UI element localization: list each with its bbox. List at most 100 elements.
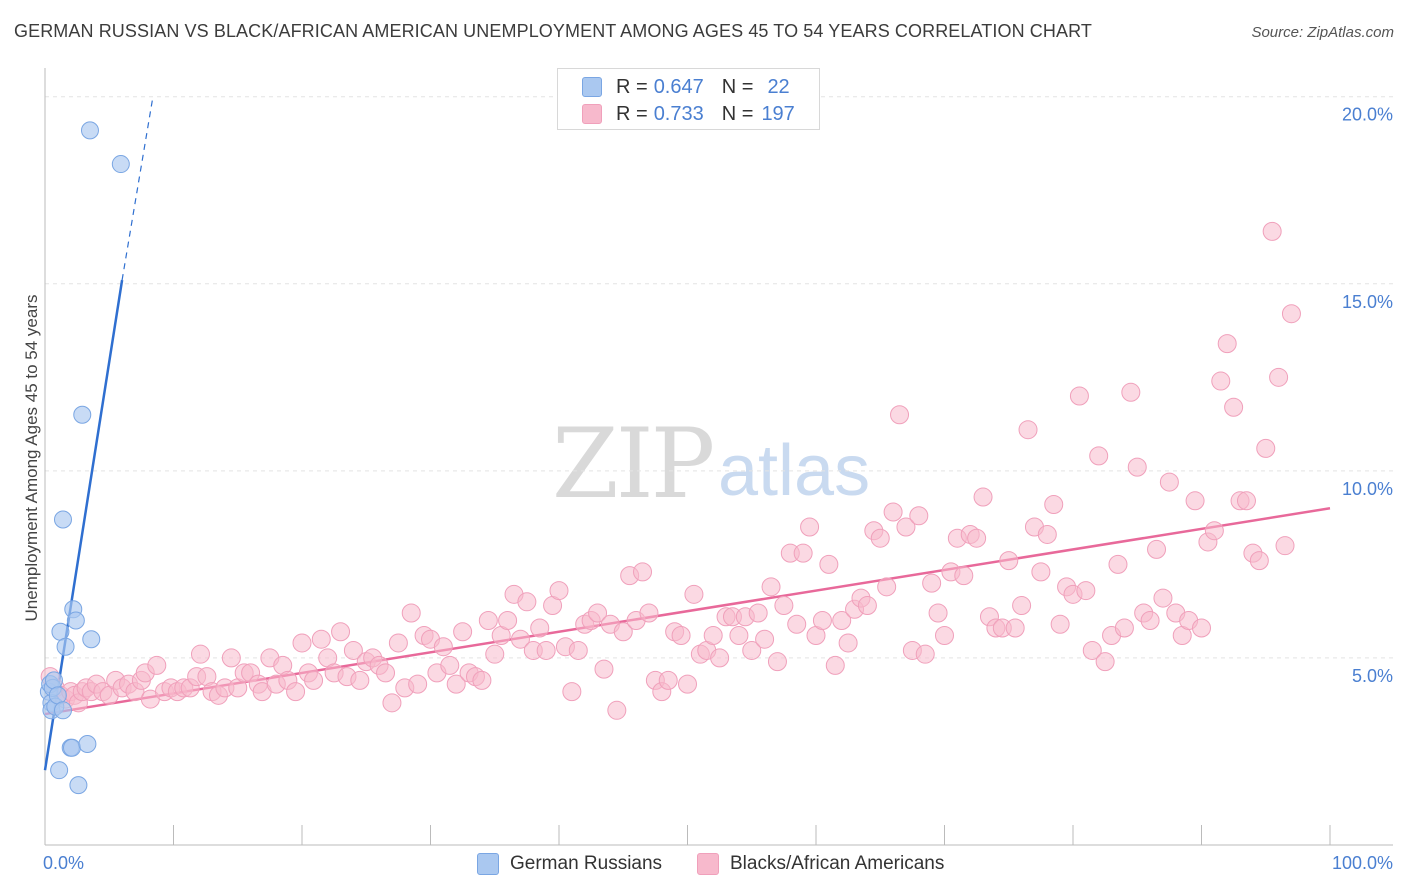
point-blacks-african-americans bbox=[1249, 551, 1269, 571]
legend-swatch-blue bbox=[582, 77, 602, 97]
point-blacks-african-americans bbox=[1121, 382, 1141, 402]
point-blacks-african-americans bbox=[935, 625, 954, 645]
legend-r-label: R = bbox=[616, 102, 648, 125]
point-blacks-african-americans bbox=[536, 640, 556, 660]
point-blacks-african-americans bbox=[973, 487, 993, 507]
point-blacks-african-americans bbox=[684, 584, 704, 604]
legend-swatch-pink bbox=[582, 104, 602, 124]
point-blacks-african-americans bbox=[453, 622, 473, 642]
bottom-legend-black-african-americans: Blacks/African Americans bbox=[697, 852, 944, 876]
point-blacks-african-americans bbox=[1147, 539, 1167, 559]
point-blacks-african-americans bbox=[1069, 386, 1089, 406]
data-points bbox=[39, 121, 1301, 795]
point-blacks-african-americans bbox=[774, 596, 794, 616]
point-blacks-african-americans bbox=[286, 682, 306, 702]
point-blacks-african-americans bbox=[1082, 640, 1102, 660]
point-german-russians bbox=[44, 671, 63, 690]
point-blacks-african-americans bbox=[838, 633, 858, 653]
point-german-russians bbox=[111, 155, 130, 174]
point-blacks-african-americans bbox=[658, 670, 678, 690]
point-blacks-african-americans bbox=[1256, 438, 1276, 458]
legend-n-label: N = bbox=[721, 75, 754, 98]
point-blacks-african-americans bbox=[678, 674, 697, 694]
point-blacks-african-americans bbox=[478, 611, 498, 631]
point-blacks-african-americans bbox=[568, 640, 588, 660]
x-tick-label: 0.0% bbox=[43, 853, 84, 873]
point-blacks-african-americans bbox=[517, 592, 537, 612]
point-german-russians bbox=[56, 637, 75, 656]
point-blacks-african-americans bbox=[562, 682, 582, 702]
point-blacks-african-americans bbox=[1037, 524, 1057, 544]
point-blacks-african-americans bbox=[812, 611, 832, 631]
point-blacks-african-americans bbox=[877, 577, 897, 597]
bottom-legend-german-russians: German Russians bbox=[477, 852, 662, 876]
point-blacks-african-americans bbox=[1262, 221, 1282, 241]
tick-labels: 5.0% 10.0% 15.0% 20.0% 0.0% 100.0% bbox=[43, 105, 1393, 873]
point-blacks-african-americans bbox=[440, 655, 460, 675]
point-blacks-african-americans bbox=[967, 528, 987, 548]
legend-n-value: 197 bbox=[761, 102, 795, 125]
point-blacks-african-americans bbox=[607, 700, 627, 720]
point-blacks-african-americans bbox=[331, 622, 351, 642]
point-blacks-african-americans bbox=[190, 644, 210, 664]
point-blacks-african-americans bbox=[915, 644, 935, 664]
point-blacks-african-americans bbox=[710, 648, 730, 668]
chart-source: Source: ZipAtlas.com bbox=[1251, 24, 1394, 41]
legend-n-value: 22 bbox=[767, 75, 790, 98]
point-blacks-african-americans bbox=[1275, 536, 1295, 556]
point-blacks-african-americans bbox=[1114, 618, 1134, 638]
point-blacks-african-americans bbox=[1076, 581, 1096, 601]
legend-r-value: 0.733 bbox=[653, 102, 704, 125]
point-blacks-african-americans bbox=[729, 625, 749, 645]
point-german-russians bbox=[62, 738, 81, 757]
point-blacks-african-americans bbox=[1211, 371, 1231, 391]
point-blacks-african-americans bbox=[1269, 367, 1289, 387]
point-blacks-african-americans bbox=[793, 543, 813, 563]
point-blacks-african-americans bbox=[857, 596, 877, 616]
trend-line-german-russians-extension bbox=[121, 96, 154, 281]
bottom-legend-swatch-pink bbox=[697, 853, 719, 875]
point-blacks-african-americans bbox=[742, 640, 762, 660]
bottom-legend-swatch-blue bbox=[477, 853, 499, 875]
legend-row-black-african-americans: R = 0.733 N = 197 bbox=[582, 103, 795, 125]
y-axis-label: Unemployment Among Ages 45 to 54 years bbox=[22, 295, 41, 622]
point-blacks-african-americans bbox=[221, 648, 241, 668]
point-blacks-african-americans bbox=[1012, 596, 1032, 616]
point-blacks-african-americans bbox=[311, 629, 331, 649]
point-blacks-african-americans bbox=[748, 603, 768, 623]
point-blacks-african-americans bbox=[1044, 495, 1064, 515]
point-blacks-african-americans bbox=[388, 633, 408, 653]
point-blacks-african-americans bbox=[703, 625, 723, 645]
point-blacks-african-americans bbox=[588, 603, 608, 623]
legend-row-german-russians: R = 0.647 N = 22 bbox=[582, 76, 790, 98]
point-blacks-african-americans bbox=[890, 405, 910, 425]
point-blacks-african-americans bbox=[1281, 304, 1301, 324]
point-blacks-african-americans bbox=[928, 603, 948, 623]
point-german-russians bbox=[80, 121, 99, 140]
point-blacks-african-americans bbox=[382, 693, 402, 713]
point-blacks-african-americans bbox=[1140, 611, 1160, 631]
point-blacks-african-americans bbox=[896, 517, 916, 537]
point-german-russians bbox=[48, 686, 67, 705]
y-tick-label: 5.0% bbox=[1352, 666, 1393, 686]
bottom-legend-label: Blacks/African Americans bbox=[730, 853, 945, 874]
point-blacks-african-americans bbox=[530, 618, 550, 638]
point-blacks-african-americans bbox=[787, 614, 807, 634]
point-german-russians bbox=[66, 611, 85, 630]
point-blacks-african-americans bbox=[1192, 618, 1211, 638]
point-blacks-african-americans bbox=[883, 502, 903, 522]
point-german-russians bbox=[50, 761, 69, 780]
point-blacks-african-americans bbox=[1089, 446, 1109, 466]
point-blacks-african-americans bbox=[446, 674, 466, 694]
point-blacks-african-americans bbox=[292, 633, 312, 653]
point-blacks-african-americans bbox=[1153, 588, 1173, 608]
point-blacks-african-americans bbox=[1127, 457, 1147, 477]
point-blacks-african-americans bbox=[1031, 562, 1051, 582]
point-blacks-african-americans bbox=[1095, 652, 1115, 672]
axes bbox=[44, 68, 1393, 846]
point-blacks-african-americans bbox=[909, 506, 929, 526]
legend-r-label: R = bbox=[616, 75, 648, 98]
point-blacks-african-americans bbox=[825, 655, 845, 675]
point-blacks-african-americans bbox=[870, 528, 890, 548]
point-blacks-african-americans bbox=[472, 670, 492, 690]
